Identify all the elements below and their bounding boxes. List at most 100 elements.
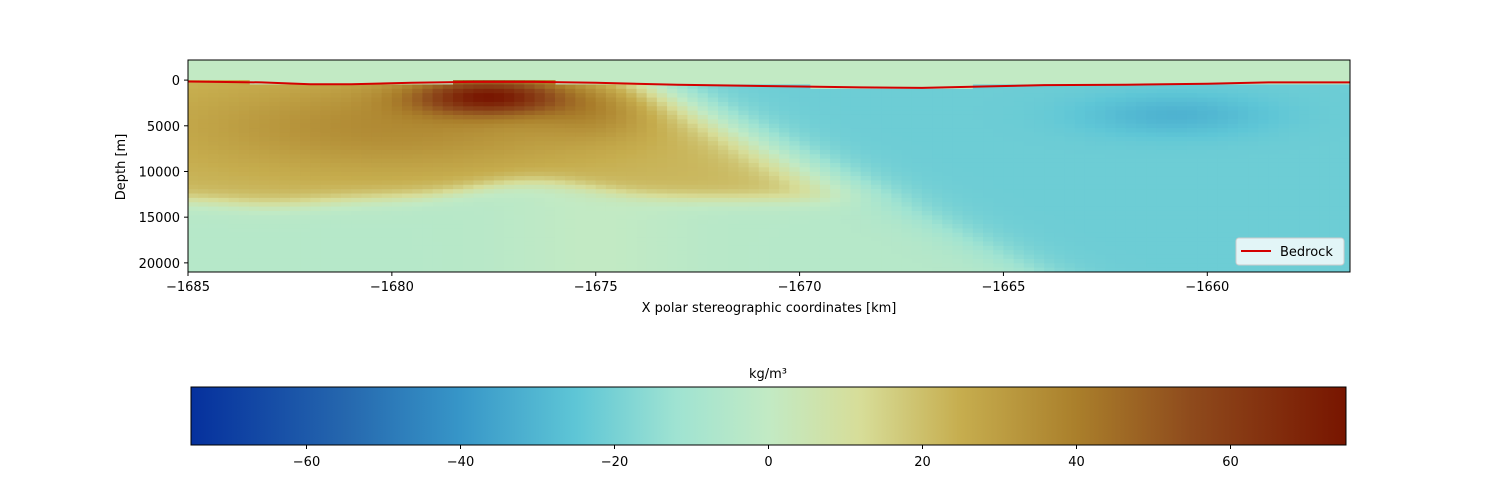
density-cell bbox=[238, 167, 250, 173]
density-cell bbox=[371, 202, 383, 208]
density-cell bbox=[1095, 97, 1106, 103]
density-cell bbox=[453, 101, 464, 107]
density-cell bbox=[718, 93, 729, 99]
density-cell bbox=[1237, 119, 1249, 125]
density-cell bbox=[1034, 106, 1045, 112]
density-cell bbox=[300, 136, 311, 142]
density-cell bbox=[320, 84, 332, 90]
density-cell bbox=[483, 197, 495, 203]
density-cell bbox=[983, 110, 994, 116]
density-cell bbox=[1034, 141, 1045, 147]
density-cell bbox=[738, 162, 750, 168]
density-cell bbox=[412, 189, 424, 195]
density-cell bbox=[1258, 101, 1270, 107]
density-cell bbox=[1288, 184, 1300, 190]
density-cell bbox=[259, 250, 271, 256]
density-cell bbox=[1023, 88, 1035, 94]
density-cell bbox=[1258, 210, 1270, 216]
density-cell bbox=[340, 241, 352, 247]
density-cell bbox=[921, 145, 933, 151]
density-cell bbox=[901, 114, 913, 120]
density-cell bbox=[493, 167, 505, 173]
density-cell bbox=[799, 237, 811, 243]
density-cell bbox=[351, 136, 362, 142]
density-cell bbox=[402, 149, 413, 155]
density-cell bbox=[524, 162, 536, 168]
density-cell bbox=[381, 110, 393, 116]
density-cell bbox=[493, 267, 505, 272]
density-cell bbox=[463, 84, 474, 90]
density-cell bbox=[738, 128, 750, 134]
density-cell bbox=[677, 254, 689, 260]
density-cell bbox=[983, 154, 994, 160]
density-cell bbox=[1299, 189, 1310, 195]
density-cell bbox=[483, 241, 495, 247]
density-cell bbox=[259, 101, 271, 107]
density-cell bbox=[1115, 197, 1127, 203]
density-cell bbox=[677, 119, 689, 125]
density-cell bbox=[259, 141, 271, 147]
density-cell bbox=[738, 101, 750, 107]
density-cell bbox=[697, 241, 709, 247]
density-cell bbox=[534, 176, 546, 182]
density-cell bbox=[789, 88, 801, 94]
density-cell bbox=[626, 136, 638, 142]
density-cell bbox=[1309, 267, 1321, 272]
density-cell bbox=[1329, 88, 1341, 94]
density-cell bbox=[279, 189, 291, 195]
density-cell bbox=[218, 245, 230, 251]
density-cell bbox=[1135, 123, 1147, 129]
density-cell bbox=[769, 263, 780, 269]
density-cell bbox=[616, 232, 627, 238]
density-cell bbox=[1217, 145, 1229, 151]
density-cell bbox=[656, 97, 668, 103]
density-cell bbox=[667, 197, 678, 203]
density-cell bbox=[493, 219, 505, 225]
density-cell bbox=[1135, 206, 1147, 212]
density-cell bbox=[442, 88, 454, 94]
density-cell bbox=[218, 250, 230, 256]
density-cell bbox=[432, 232, 444, 238]
density-cell bbox=[1278, 197, 1290, 203]
density-cell bbox=[1013, 101, 1025, 107]
density-cell bbox=[1044, 224, 1055, 229]
density-cell bbox=[1115, 167, 1127, 173]
density-cell bbox=[1339, 119, 1350, 125]
density-cell bbox=[483, 215, 495, 221]
density-cell bbox=[819, 149, 831, 155]
density-cell bbox=[962, 110, 974, 116]
density-cell bbox=[1074, 258, 1086, 264]
density-cell bbox=[188, 202, 199, 208]
density-cell bbox=[891, 119, 903, 125]
density-cell bbox=[269, 84, 281, 90]
density-cell bbox=[1278, 149, 1290, 155]
density-cell bbox=[289, 210, 301, 216]
density-cell bbox=[911, 162, 923, 168]
density-cell bbox=[972, 110, 984, 116]
density-cell bbox=[1288, 123, 1300, 129]
density-cell bbox=[228, 263, 240, 269]
density-cell bbox=[819, 119, 831, 125]
density-cell bbox=[514, 88, 525, 94]
density-cell bbox=[667, 128, 678, 134]
density-cell bbox=[748, 149, 760, 155]
density-cell bbox=[595, 215, 607, 221]
density-cell bbox=[188, 193, 199, 199]
density-cell bbox=[218, 149, 230, 155]
density-cell bbox=[697, 206, 709, 212]
density-cell bbox=[1013, 254, 1025, 260]
density-cell bbox=[493, 114, 505, 120]
density-cell bbox=[646, 167, 658, 173]
density-cell bbox=[473, 136, 485, 142]
density-cell bbox=[1227, 88, 1239, 94]
density-cell bbox=[208, 237, 220, 243]
density-cell bbox=[340, 93, 352, 99]
density-cell bbox=[554, 210, 566, 216]
density-cell bbox=[1319, 106, 1331, 112]
density-cell bbox=[870, 215, 882, 221]
density-cell bbox=[218, 93, 230, 99]
density-cell bbox=[208, 184, 220, 190]
density-cell bbox=[503, 141, 515, 147]
density-cell bbox=[1105, 176, 1117, 182]
density-cell bbox=[473, 171, 485, 177]
